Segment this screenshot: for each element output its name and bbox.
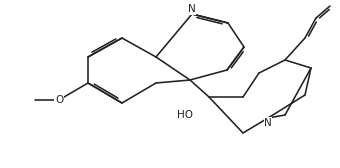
Text: HO: HO (177, 110, 193, 120)
Text: N: N (188, 4, 196, 14)
Text: N: N (264, 118, 272, 128)
Text: O: O (55, 95, 63, 105)
